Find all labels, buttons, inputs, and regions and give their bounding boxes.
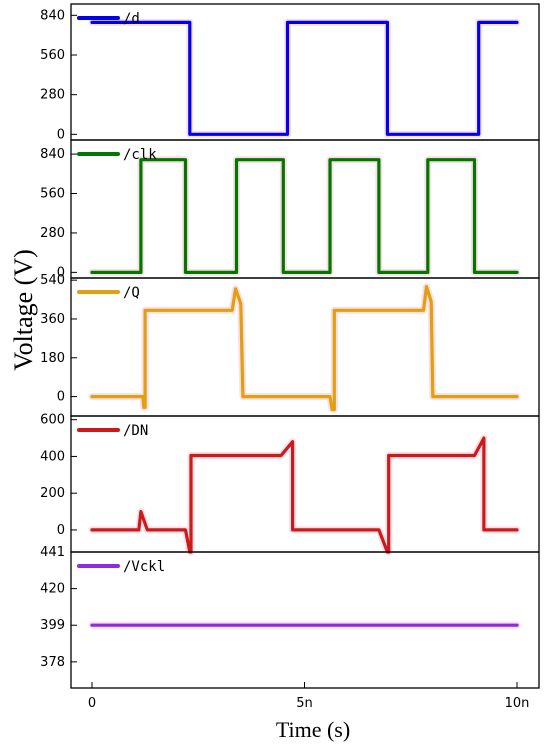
y-tick-label: 441 [40,545,65,560]
series-line [90,158,519,274]
y-tick-label: 0 [57,390,65,405]
y-tick-label: 0 [57,127,65,142]
x-tick-label: 10n [505,696,530,711]
legend-label: /Q [123,285,140,301]
series-line [90,285,519,412]
y-tick-label: 399 [40,618,65,633]
y-tick-label: 360 [40,312,65,327]
y-tick-label: 280 [40,226,65,241]
series-glow [88,18,521,138]
y-tick-label: 600 [40,413,65,428]
panel-5: 378 399 420 441/Vckl [40,545,540,689]
series-glow [88,156,521,276]
y-tick-label: 180 [40,351,65,366]
series-line [90,20,519,136]
y-tick-label: 840 [40,8,65,23]
y-axis-title: Voltage (V) [9,249,38,371]
y-tick-label: 420 [40,582,65,597]
panels-group: 0 280 560 840/d 0 280 560 840/clk 0 180 360 540/Q 0 2… [40,3,540,711]
x-tick-label: 0 [88,696,96,711]
y-tick-label: 560 [40,187,65,202]
y-tick-label: 200 [40,486,65,501]
x-axis-title: Time (s) [276,717,350,742]
panel-3: 0 180 360 540/Q [40,273,540,417]
legend-label: /clk [123,147,157,163]
y-tick-label: 0 [57,523,65,538]
panel-4: 0 200 400 600/DN [40,413,540,556]
panel-1: 0 280 560 840/d [40,3,540,142]
x-axis: 0 5n 10n [88,682,530,711]
y-tick-label: 400 [40,449,65,464]
y-tick-label: 0 [57,265,65,280]
series-line [90,436,519,554]
panel-2: 0 280 560 840/clk [40,139,540,280]
y-tick-label: 840 [40,147,65,162]
series-glow [88,283,521,413]
y-tick-label: 378 [40,655,65,670]
y-tick-label: 560 [40,48,65,63]
legend-label: /d [123,11,140,27]
y-tick-label: 280 [40,88,65,103]
y-tick-label: 540 [40,273,65,288]
legend-label: /Vckl [123,559,165,575]
x-tick-label: 5n [296,696,313,711]
legend-label: /DN [123,423,148,439]
